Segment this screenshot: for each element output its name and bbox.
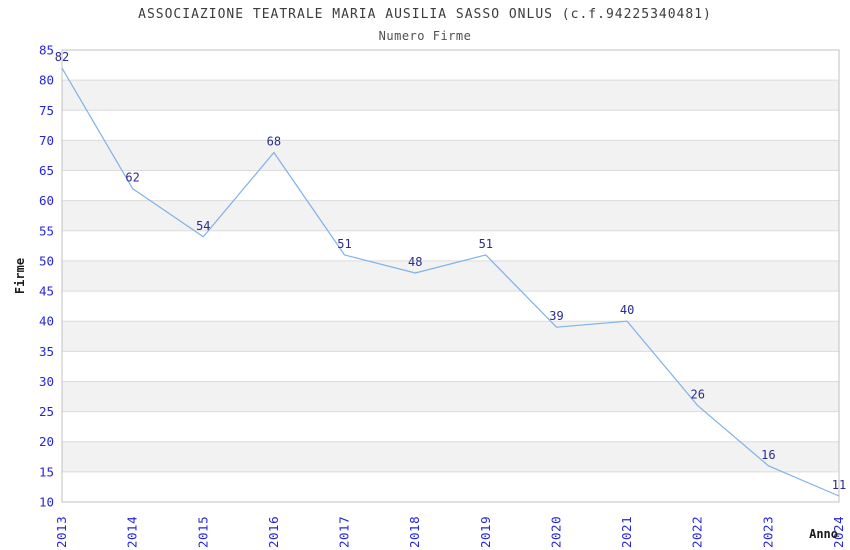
y-tick-label: 65 (39, 163, 54, 178)
x-tick-label: 2021 (619, 516, 634, 548)
x-tick-label: 2013 (54, 516, 69, 548)
data-point-label: 48 (408, 255, 422, 269)
grid-band (62, 200, 839, 231)
y-tick-label: 15 (39, 464, 54, 479)
y-tick-label: 35 (39, 344, 54, 359)
y-tick-label: 40 (39, 314, 54, 329)
y-tick-label: 75 (39, 103, 54, 118)
y-tick-label: 80 (39, 73, 54, 88)
x-tick-label: 2022 (690, 516, 705, 548)
y-tick-label: 30 (39, 374, 54, 389)
y-tick-label: 50 (39, 253, 54, 268)
grid-band (62, 441, 839, 472)
series-line (61, 67, 840, 497)
y-tick-label: 45 (39, 284, 54, 299)
x-tick-label: 2018 (407, 516, 422, 548)
x-tick-label: 2024 (831, 516, 846, 548)
y-tick-label: 20 (39, 434, 54, 449)
x-tick-label: 2016 (266, 516, 281, 548)
data-point-label: 11 (832, 478, 846, 492)
x-tick-label: 2020 (549, 516, 564, 548)
data-point-label: 39 (549, 309, 563, 323)
grid-band (62, 321, 839, 352)
grid-band (62, 140, 839, 171)
x-tick-label: 2014 (125, 516, 140, 548)
y-tick-label: 55 (39, 223, 54, 238)
y-tick-label: 10 (39, 495, 54, 510)
data-point-label: 40 (620, 303, 634, 317)
data-point-label: 26 (690, 388, 704, 402)
data-point-label: 68 (267, 135, 281, 149)
x-axis-title: Anno (809, 527, 838, 541)
x-tick-label: 2015 (195, 516, 210, 548)
grid-band (62, 80, 839, 111)
data-point-label: 51 (337, 237, 351, 251)
x-tick-label: 2023 (760, 516, 775, 548)
grid-band (62, 381, 839, 412)
x-tick-label: 2019 (478, 516, 493, 548)
data-point-label: 62 (125, 171, 139, 185)
y-tick-label: 70 (39, 133, 54, 148)
data-point-label: 54 (196, 219, 210, 233)
y-tick-label: 85 (39, 43, 54, 58)
y-axis-title: Firme (13, 258, 27, 294)
plot-border (61, 49, 840, 503)
y-tick-label: 25 (39, 404, 54, 419)
data-point-label: 82 (55, 50, 69, 64)
data-point-label: 16 (761, 448, 775, 462)
chart-title: ASSOCIAZIONE TEATRALE MARIA AUSILIA SASS… (138, 7, 712, 22)
chart-subtitle: Numero Firme (378, 29, 472, 43)
data-point-label: 51 (479, 237, 493, 251)
grid-band (62, 260, 839, 292)
y-tick-label: 60 (39, 193, 54, 208)
x-tick-label: 2017 (337, 516, 352, 548)
